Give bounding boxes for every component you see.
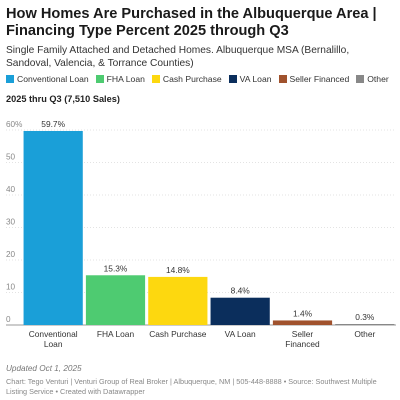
legend-item-0: Conventional Loan: [6, 74, 89, 84]
legend-item-4: Seller Financed: [278, 74, 350, 84]
y-tick-label: 0: [6, 315, 11, 324]
y-tick-label: 60%: [6, 120, 22, 129]
x-tick-label-2: Cash Purchase: [149, 329, 207, 339]
legend-label: Other: [367, 74, 389, 84]
chart-source: Chart: Tego Venturi | Venturi Group of R…: [6, 377, 377, 396]
data-label-5: 0.3%: [355, 312, 375, 322]
legend-swatch: [356, 75, 365, 83]
legend-label: Conventional Loan: [17, 74, 89, 84]
x-tick-label-0: Conventional Loan: [29, 329, 78, 349]
y-tick-label: 20: [6, 250, 16, 259]
bar-1: [85, 275, 146, 325]
legend-item-1: FHA Loan: [95, 74, 145, 84]
legend-item-2: Cash Purchase: [151, 74, 222, 84]
legend-label: FHA Loan: [106, 74, 145, 84]
bar-5: [335, 324, 395, 325]
bar-0: [23, 130, 83, 325]
legend-item-5: Other: [356, 74, 389, 84]
legend-item-3: VA Loan: [228, 74, 272, 84]
bar-chart: 0 10 20 30 40 50 60% 59.7% Conventional Loan 15.3%…: [6, 119, 396, 349]
data-label-0: 59.7%: [41, 119, 65, 129]
x-tick-label-4: Seller Financed: [285, 329, 320, 349]
legend-label: Cash Purchase: [162, 74, 222, 84]
legend-label: Seller Financed: [289, 74, 350, 84]
y-tick-label: 10: [6, 283, 16, 292]
legend-swatch: [95, 75, 104, 83]
sales-note: 2025 thru Q3 (7,510 Sales): [6, 94, 120, 104]
chart-subtitle: Single Family Attached and Detached Home…: [6, 45, 350, 69]
data-label-1: 15.3%: [104, 263, 128, 273]
data-label-3: 8.4%: [231, 286, 251, 296]
chart-title: How Homes Are Purchased in the Albuquerq…: [6, 6, 377, 39]
updated-date: Updated Oct 1, 2025: [6, 364, 82, 373]
x-tick-label-1: FHA Loan: [97, 329, 135, 339]
legend-swatch: [228, 75, 237, 83]
data-label-2: 14.8%: [166, 265, 190, 275]
x-tick-label-3: VA Loan: [225, 329, 256, 339]
data-label-4: 1.4%: [293, 308, 313, 318]
legend-swatch: [278, 75, 287, 83]
legend-label: VA Loan: [239, 74, 272, 84]
y-tick-label: 50: [6, 153, 16, 162]
legend-swatch: [151, 75, 160, 83]
x-tick-label-5: Other: [354, 329, 375, 339]
bar-4: [272, 320, 333, 325]
y-tick-label: 40: [6, 185, 16, 194]
y-tick-label: 30: [6, 218, 16, 227]
legend-swatch: [6, 75, 14, 83]
bar-2: [148, 276, 208, 325]
bar-3: [210, 297, 270, 325]
chart-legend: Conventional Loan FHA Loan Cash Purchase VA…: [6, 74, 396, 84]
